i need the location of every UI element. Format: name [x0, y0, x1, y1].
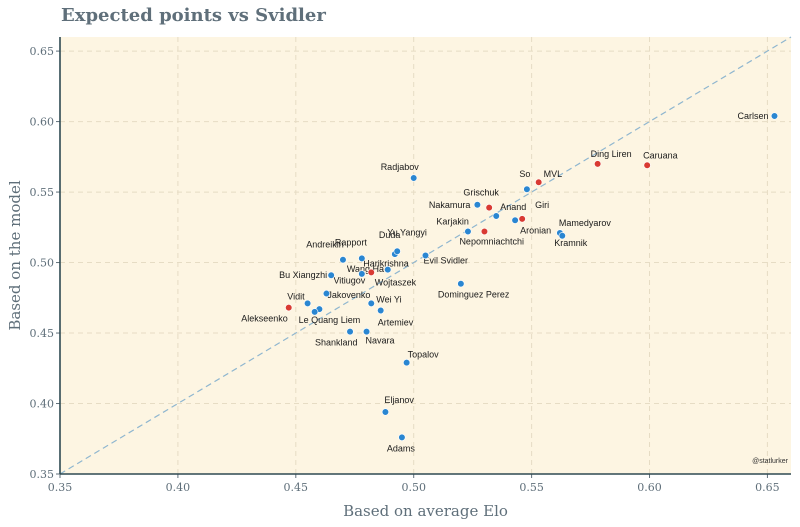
x-tick-label: 0.35 [48, 481, 73, 494]
point-label: Dominguez Perez [438, 290, 510, 300]
data-point [421, 251, 430, 260]
point-label: Wei Yi [376, 294, 401, 304]
data-point [393, 247, 401, 255]
point-label: Topalov [408, 350, 440, 360]
data-point [384, 265, 392, 274]
point-label: MVL [544, 169, 563, 179]
data-point [303, 299, 312, 308]
data-point [410, 174, 418, 182]
data-point [485, 203, 493, 212]
data-point [594, 160, 602, 168]
y-tick-label: 0.60 [30, 116, 55, 129]
x-axis-label: Based on average Elo [343, 502, 508, 520]
data-point [398, 433, 406, 441]
point-label: Kramnik [554, 238, 588, 248]
point-label: Evil Svidler [424, 256, 469, 266]
chart-title: Expected points vs Svidler [61, 5, 326, 26]
data-point [367, 268, 375, 277]
data-point [285, 304, 293, 312]
x-tick-label: 0.40 [166, 481, 191, 494]
point-label: Duda [379, 230, 401, 240]
point-label: Vidit [287, 291, 305, 301]
point-label: Carlsen [737, 111, 768, 121]
data-point [362, 328, 371, 336]
point-labels: Carlsen Caruana Ding Liren MVL So Radjabov Gri… [241, 111, 768, 453]
data-point [558, 232, 566, 240]
point-label: Giri [535, 200, 549, 210]
point-label: Wojtaszek [375, 278, 417, 288]
data-point [311, 308, 319, 316]
point-label: Shankland [315, 338, 358, 348]
data-point [770, 112, 779, 120]
data-point [358, 270, 366, 278]
y-tick-label: 0.65 [30, 45, 55, 58]
point-label: Le Quang Liem [299, 315, 361, 325]
data-point [339, 256, 347, 264]
data-point [511, 216, 519, 224]
point-label: Alekseenko [241, 314, 288, 324]
point-label: Jakovenko [327, 290, 370, 300]
point-label: Harikrishna [363, 258, 409, 268]
point-label: Caruana [643, 150, 678, 160]
data-point [523, 185, 531, 193]
data-point [367, 299, 375, 308]
point-label: Artemiev [378, 317, 414, 327]
point-label: Radjabov [381, 162, 420, 172]
y-tick-labels: 0.35 0.40 0.45 0.50 0.55 0.60 0.65 [30, 45, 55, 481]
data-point [473, 201, 481, 209]
x-tick-label: 0.55 [519, 481, 544, 494]
grid-lines [60, 37, 791, 474]
point-label: Rapport [335, 237, 368, 247]
point-label: Wang Hao [347, 264, 389, 274]
y-tick-label: 0.55 [30, 186, 55, 199]
data-point [480, 227, 489, 236]
x-tick-label: 0.60 [637, 481, 662, 494]
x-tick-label: 0.45 [284, 481, 309, 494]
data-point [518, 215, 526, 223]
point-label: Navara [366, 336, 395, 346]
point-label: Yu Yangyi [387, 227, 427, 237]
axes [56, 37, 791, 478]
point-label: Nepomniachtchi [459, 237, 524, 247]
point-label: Karjakin [436, 217, 469, 227]
data-point [403, 359, 411, 367]
data-point [464, 227, 472, 236]
credit-text: @statlurker [752, 458, 789, 465]
data-point [327, 271, 335, 279]
data-point [358, 254, 366, 262]
data-point [346, 328, 354, 336]
point-label: Eljanov [384, 395, 414, 405]
data-point [457, 280, 465, 288]
point-label: Andreikin [306, 240, 344, 250]
point-label: Bu Xiangzhi [279, 270, 327, 280]
y-tick-label: 0.45 [30, 327, 55, 340]
point-label: So [519, 169, 530, 179]
point-label: Mamedyarov [559, 218, 612, 228]
data-points [285, 112, 779, 441]
data-point [377, 306, 385, 315]
point-label: Anand [500, 202, 526, 212]
y-tick-label: 0.50 [30, 257, 55, 270]
point-label: Ding Liren [591, 149, 632, 159]
y-tick-label: 0.40 [30, 398, 55, 411]
y-axis-label: Based on the model [6, 180, 24, 330]
x-tick-label: 0.50 [401, 481, 426, 494]
point-label: Aronian [520, 225, 551, 235]
data-point [535, 178, 543, 186]
data-point [643, 161, 651, 169]
data-point [492, 212, 500, 220]
point-label: Nakamura [429, 200, 471, 210]
data-point [322, 289, 331, 298]
x-tick-label: 0.65 [755, 481, 780, 494]
y-tick-label: 0.35 [30, 468, 55, 481]
data-point [381, 408, 390, 416]
point-label: Vitiugov [333, 276, 365, 286]
point-label: Adams [387, 443, 416, 453]
x-tick-labels: 0.35 0.40 0.45 0.50 0.55 0.60 0.65 [48, 481, 780, 494]
point-label: Grischuk [463, 188, 499, 198]
